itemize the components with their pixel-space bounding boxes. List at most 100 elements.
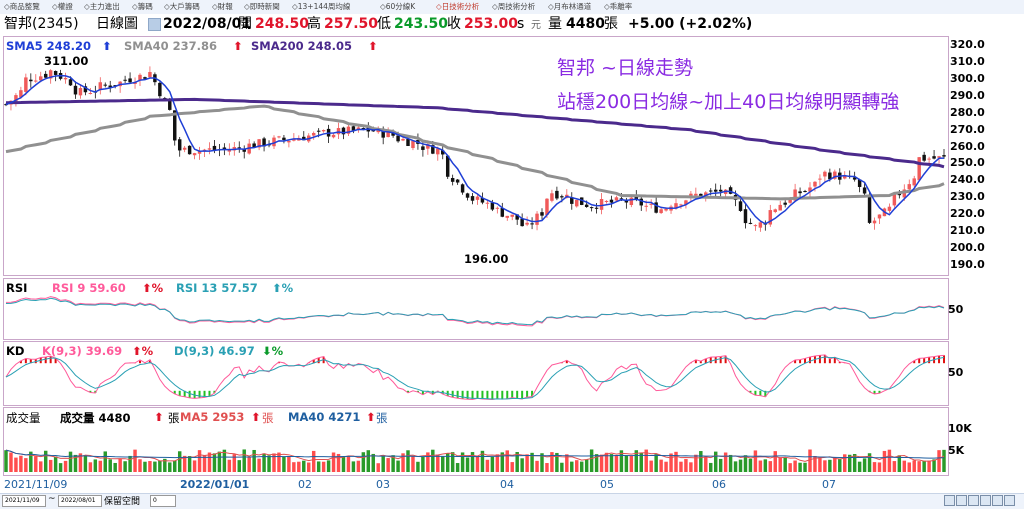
- candle-body: [555, 190, 559, 199]
- volume-bar: [39, 461, 43, 472]
- volume-bar: [634, 450, 639, 472]
- volume-bar: [158, 460, 162, 472]
- volume-bar: [709, 462, 713, 472]
- ma40-volume-arrow: ⬆: [366, 410, 376, 424]
- tab-1[interactable]: ◇權證: [52, 2, 73, 11]
- volume-bar: [575, 460, 579, 472]
- candle-body: [520, 218, 524, 227]
- volume-bar: [297, 461, 301, 472]
- tab-6[interactable]: ◇即時新聞: [244, 2, 280, 11]
- range-end-select[interactable]: 2022/08/01: [58, 495, 102, 507]
- volume-bar: [133, 449, 137, 472]
- range-start-select[interactable]: 2021/11/09: [2, 495, 46, 507]
- candle-body: [396, 135, 400, 142]
- candle-body: [207, 148, 212, 150]
- price-y-tick: 270.0: [950, 122, 985, 136]
- volume-bar: [19, 455, 23, 472]
- volume-bar: [346, 456, 351, 472]
- candle-body: [793, 189, 797, 201]
- x-tick-jul: 07: [822, 478, 836, 491]
- volume-bar: [321, 461, 326, 472]
- volume-label: 量: [548, 16, 562, 32]
- volume-bar: [624, 455, 629, 472]
- zoom-in-button[interactable]: [956, 495, 967, 506]
- sma40-line: [5, 104, 945, 201]
- candle-body: [609, 199, 614, 203]
- tab-10[interactable]: ◇周技術分析: [492, 2, 536, 11]
- price-y-tick: 280.0: [950, 105, 985, 119]
- candle-body: [480, 197, 485, 203]
- tab-0[interactable]: ◇商品整覽: [4, 2, 40, 11]
- volume-bar: [927, 460, 931, 472]
- candle-body: [525, 222, 529, 225]
- candle-body: [192, 153, 197, 156]
- candle-body: [321, 130, 326, 132]
- candle-body: [401, 138, 405, 141]
- volume-bar: [629, 455, 634, 472]
- tab-8[interactable]: ◇60分線K: [380, 2, 416, 11]
- volume-bar: [505, 450, 509, 472]
- toggle-checkbox[interactable]: [148, 18, 161, 31]
- volume-bar: [917, 461, 921, 472]
- candle-body: [351, 126, 356, 131]
- volume-bar: [411, 456, 415, 472]
- candle-body: [510, 214, 514, 217]
- volume-bar: [48, 459, 53, 472]
- volume-bar: [694, 454, 698, 472]
- candle-body: [29, 79, 33, 82]
- first-page-button[interactable]: [992, 495, 1003, 506]
- sma5-label: SMA5 248.20: [6, 39, 92, 53]
- candle-body: [53, 70, 58, 75]
- volume-bar: [773, 451, 777, 472]
- tab-4[interactable]: ◇大戶籌碼: [164, 2, 200, 11]
- tab-3[interactable]: ◇籌碼: [132, 2, 153, 11]
- candle-body: [500, 208, 505, 217]
- tab-11[interactable]: ◇月布林通道: [548, 2, 592, 11]
- candle-body: [475, 196, 480, 200]
- candle-body: [505, 215, 509, 218]
- candle-body: [450, 178, 455, 182]
- volume-bar: [748, 458, 753, 472]
- volume-bar: [713, 451, 718, 472]
- volume-bar: [857, 461, 862, 472]
- volume-bar: [63, 460, 68, 472]
- volume-bar: [545, 463, 549, 472]
- candle-body: [604, 200, 609, 202]
- volume-bar: [907, 462, 911, 472]
- volume-bar: [58, 463, 63, 472]
- last-page-button[interactable]: [1004, 495, 1015, 506]
- candle-body: [570, 197, 574, 204]
- volume-bar: [34, 456, 38, 472]
- scroll-right-button[interactable]: [980, 495, 991, 506]
- volume-bar: [168, 462, 172, 472]
- period-label[interactable]: 日線圖: [96, 16, 138, 32]
- k-arrow: ⬆%: [132, 344, 154, 358]
- candle-body: [108, 85, 112, 88]
- price-y-tick: 300.0: [950, 72, 985, 86]
- stock-name: 智邦(2345): [4, 16, 79, 32]
- keep-space-input[interactable]: 0: [150, 495, 176, 507]
- volume-bar: [148, 461, 152, 472]
- keep-space-label: 保留空間: [104, 497, 141, 507]
- candle-body: [679, 204, 683, 206]
- volume-bar: [803, 462, 807, 472]
- candle-body: [222, 147, 227, 150]
- volume-bar: [733, 461, 738, 472]
- volume-bar: [619, 450, 624, 472]
- scroll-left-button[interactable]: [968, 495, 979, 506]
- zoom-out-button[interactable]: [944, 495, 955, 506]
- tab-2[interactable]: ◇主力進出: [84, 2, 120, 11]
- volume-bar: [609, 454, 614, 472]
- volume-bar: [227, 459, 232, 472]
- tab-7[interactable]: ◇13+144周均線: [292, 2, 351, 11]
- volume-bar: [644, 449, 648, 472]
- volume-label: 成交量 4480: [60, 411, 131, 425]
- tab-12[interactable]: ◇乖離率: [604, 2, 633, 11]
- volume-bar: [579, 461, 584, 472]
- tab-5[interactable]: ◇財報: [212, 2, 233, 11]
- candle-body: [83, 86, 88, 93]
- tab-9[interactable]: ◇日技術分析: [436, 2, 480, 11]
- candle-body: [584, 204, 589, 207]
- close-extra: 元: [531, 20, 541, 31]
- candle-body: [773, 209, 777, 212]
